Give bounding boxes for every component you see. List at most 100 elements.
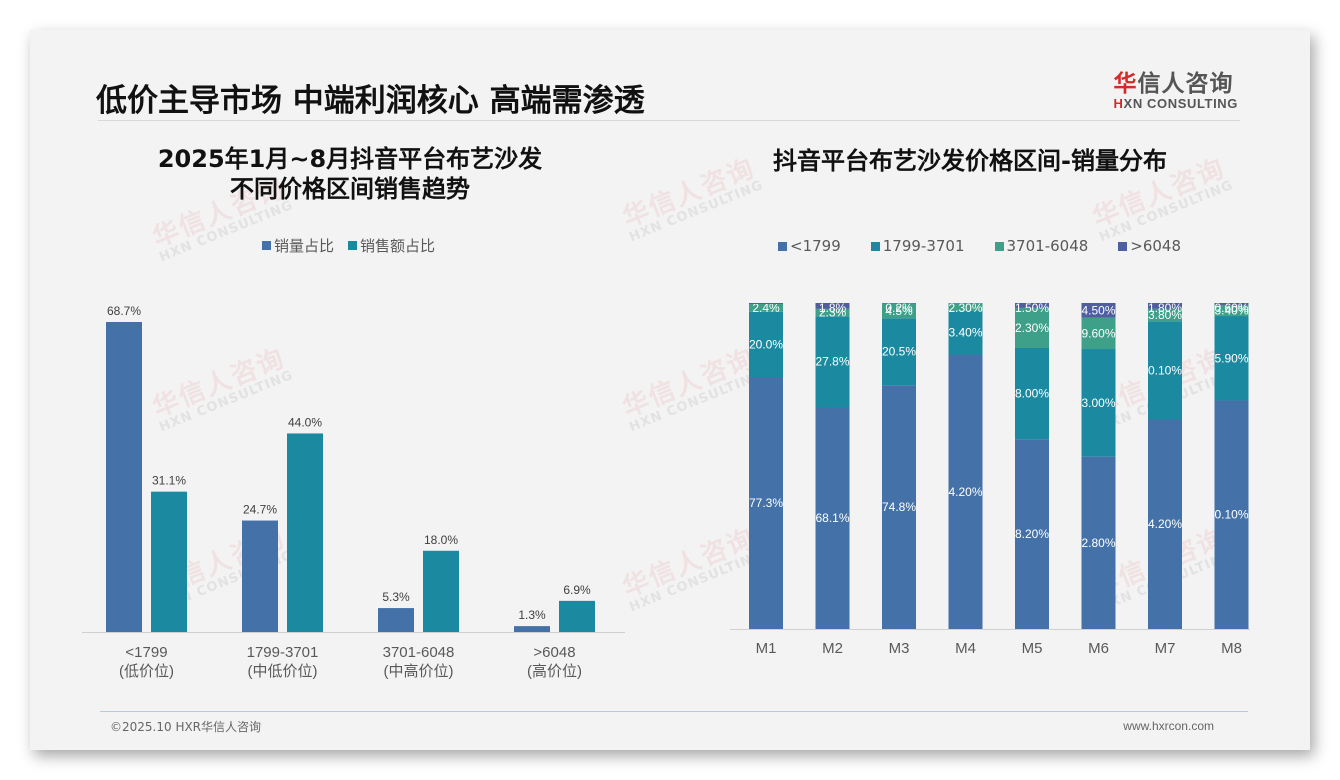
company-logo: 华信人咨询 HXN CONSULTING — [1114, 64, 1238, 111]
left-chart-title: 2025年1月~8月抖音平台布艺沙发 不同价格区间销售趋势 — [157, 145, 543, 203]
stacked-segment — [1214, 400, 1249, 629]
legend-item: 1799-3701 — [870, 237, 965, 255]
segment-value-label: 1.8% — [819, 301, 847, 315]
stacked-segment — [1015, 347, 1049, 440]
segment-value-label: 1.50% — [1015, 301, 1049, 315]
segment-value-label: 0.2% — [885, 301, 913, 315]
x-tick-label: M6 — [1088, 640, 1109, 657]
stacked-segment — [1081, 303, 1116, 318]
stacked-segment — [1015, 439, 1049, 629]
stacked-segment — [1214, 316, 1249, 401]
right-chart-legend: <1799 1799-3701 3701-6048 >6048 — [778, 237, 1181, 255]
right-chart-title: 抖音平台布艺沙发价格区间-销量分布 — [773, 147, 1167, 175]
x-tick-label: >6048 — [533, 644, 575, 661]
segment-value-label: 1.80% — [1148, 301, 1182, 315]
stacked-segment — [948, 310, 983, 355]
stacked-segment — [882, 303, 916, 304]
segment-value-label: 0.60% — [1214, 301, 1248, 315]
footer-divider — [100, 711, 1248, 712]
x-tick-sublabel: (低价位) — [119, 663, 174, 680]
legend-swatch-icon — [778, 241, 787, 251]
bar — [106, 322, 142, 632]
legend-item: >6048 — [1118, 237, 1181, 255]
left-chart-legend: 销量占比 销售额占比 — [262, 235, 435, 256]
stacked-segment — [749, 303, 783, 304]
bar — [559, 600, 595, 632]
stacked-segment — [1015, 307, 1049, 348]
segment-value-label: 4.20% — [948, 485, 982, 499]
stacked-segment — [1214, 303, 1249, 305]
x-tick-label: M3 — [889, 640, 910, 657]
bar — [514, 626, 550, 632]
segment-value-label: 2.4% — [752, 301, 780, 315]
x-tick-label: 3701-6048 — [383, 644, 455, 661]
x-tick-label: M1 — [756, 640, 777, 657]
right-stacked-bar-chart: 77.3% 20.0% 2.4% M1 68.1% 27.8% 2.3%1.8% M2 74.8… — [730, 301, 1250, 657]
stacked-segment — [1148, 308, 1182, 322]
segment-value-label: 27.8% — [815, 355, 849, 369]
segment-value-label: 3.40% — [948, 326, 982, 340]
segment-value-label: 2.30% — [948, 301, 982, 315]
page-title: 低价主导市场 中端利润核心 高端需渗透 — [96, 83, 645, 119]
title-divider — [98, 120, 1240, 121]
bar-value-label: 6.9% — [563, 583, 591, 597]
legend-item: <1799 — [778, 237, 841, 255]
legend-swatch-icon — [262, 241, 271, 250]
x-tick-label: M4 — [955, 640, 976, 657]
stacked-segment — [882, 385, 916, 629]
legend-swatch-icon — [870, 241, 880, 251]
segment-value-label: 3.40% — [1214, 303, 1248, 317]
legend-label: 1799-3701 — [882, 237, 965, 255]
bar-value-label: 5.3% — [382, 590, 410, 604]
x-tick-label: M8 — [1221, 640, 1242, 657]
segment-value-label: 0.10% — [1214, 508, 1248, 522]
segment-value-label: 2.30% — [1015, 321, 1049, 335]
x-tick-label: M5 — [1022, 640, 1043, 657]
segment-value-label: 3.00% — [1081, 396, 1115, 410]
stacked-segment — [882, 318, 916, 386]
x-tick-label: M7 — [1155, 640, 1176, 657]
segment-value-label: 20.0% — [749, 337, 783, 351]
segment-value-label: 8.00% — [1015, 387, 1049, 401]
stacked-segment — [1148, 321, 1182, 420]
stacked-segment — [948, 354, 983, 629]
stacked-segment — [882, 303, 916, 319]
stacked-segment — [749, 377, 783, 629]
x-tick-label: <1799 — [125, 644, 167, 661]
bar-value-label: 44.0% — [288, 415, 322, 429]
legend-swatch-icon — [994, 241, 1004, 251]
segment-value-label: 68.1% — [815, 511, 849, 525]
bar-value-label: 1.3% — [518, 608, 546, 622]
stacked-segment — [948, 303, 983, 311]
footer-copyright: ©2025.10 HXR华信人咨询 — [110, 720, 262, 734]
footer-website[interactable]: www.hxrcon.com — [1123, 719, 1214, 733]
stacked-segment — [1015, 303, 1049, 308]
legend-label: <1799 — [790, 237, 841, 255]
logo-en: HXN CONSULTING — [1113, 96, 1238, 111]
segment-value-label: 74.8% — [882, 500, 916, 514]
legend-label: 销量占比 — [274, 237, 335, 255]
legend-label: 3701-6048 — [1006, 237, 1089, 255]
x-tick-label: 1799-3701 — [247, 644, 319, 661]
legend-item: 销售额占比 — [348, 235, 435, 256]
segment-value-label: 4.5% — [885, 304, 913, 318]
segment-value-label: 3.80% — [1148, 308, 1182, 322]
x-tick-sublabel: (中低价位) — [248, 663, 318, 680]
segment-value-label: 5.90% — [1214, 351, 1248, 365]
bar — [378, 608, 414, 632]
bar — [287, 433, 323, 632]
stacked-segment — [749, 303, 783, 312]
x-tick-label: M2 — [822, 640, 843, 657]
bar — [423, 550, 459, 632]
segment-value-label: 0.10% — [1148, 363, 1182, 377]
segment-value-label: 8.20% — [1015, 527, 1049, 541]
bar-value-label: 31.1% — [152, 474, 186, 488]
bar-value-label: 68.7% — [107, 304, 141, 318]
bar — [151, 491, 187, 632]
legend-label: 销售额占比 — [360, 237, 436, 255]
legend-item: 销量占比 — [262, 235, 334, 256]
stacked-segment — [815, 406, 850, 629]
segment-value-label: 4.20% — [1148, 517, 1182, 531]
stacked-segment — [1214, 304, 1249, 317]
segment-value-label: 77.3% — [749, 496, 783, 510]
